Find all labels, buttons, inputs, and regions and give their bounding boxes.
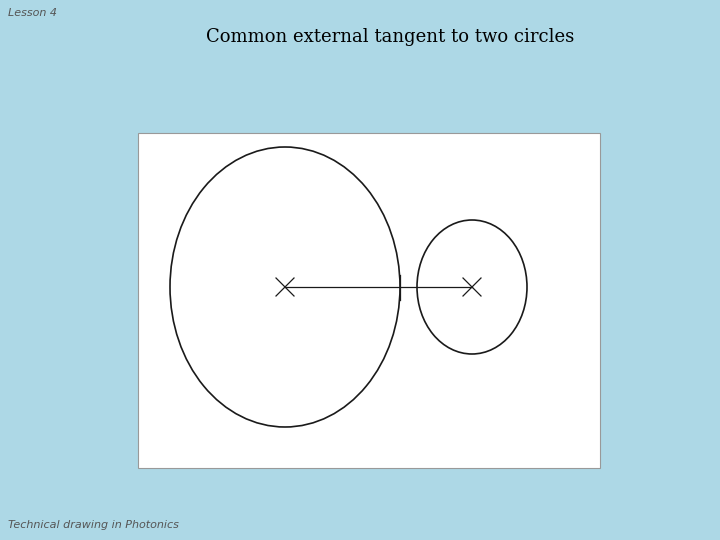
Text: Common external tangent to two circles: Common external tangent to two circles [206,28,574,46]
Bar [138,133,600,468]
Text: Lesson 4: Lesson 4 [8,8,57,18]
Text: Technical drawing in Photonics: Technical drawing in Photonics [8,520,179,530]
